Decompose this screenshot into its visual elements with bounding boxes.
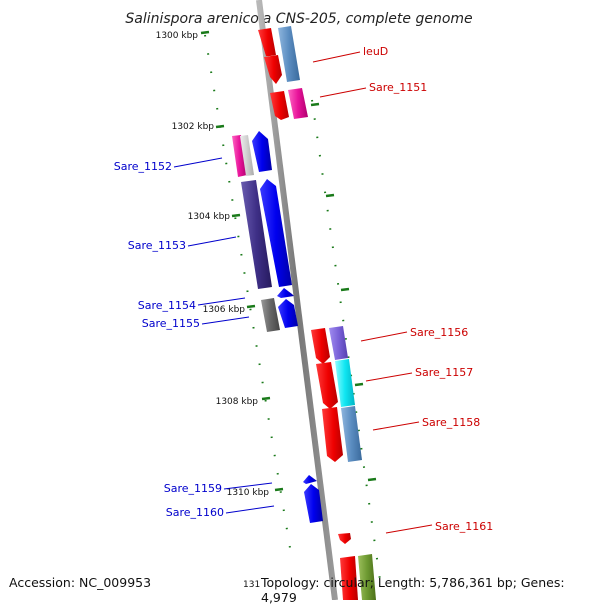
- gene-sare1158-red[interactable]: [322, 407, 343, 462]
- label-text: Sare_1161: [435, 520, 493, 533]
- gene-sare1157-cyan[interactable]: [335, 359, 355, 407]
- gene-leuD-red2[interactable]: [264, 55, 282, 84]
- tick-label: 1304 kbp: [188, 212, 231, 222]
- label-sare1157[interactable]: Sare_1157: [365, 366, 473, 382]
- label-sare1153[interactable]: Sare_1153: [128, 236, 237, 252]
- label-text: Sare_1155: [142, 317, 200, 330]
- gene-sare1152-pink[interactable]: [232, 135, 247, 177]
- label-text: Sare_1159: [164, 482, 222, 495]
- tick-1306: 1306 kbp: [203, 304, 256, 315]
- label-text: Sare_1160: [166, 506, 224, 519]
- gene-sare1159-blue[interactable]: [303, 475, 317, 484]
- tick-label: 1300 kbp: [156, 31, 199, 41]
- tick-1310: 1310 kbp: [227, 487, 284, 498]
- gene-sare1153-indigo[interactable]: [241, 180, 272, 289]
- gene-sare1156-purple[interactable]: [329, 326, 348, 360]
- gene-sare1161-red[interactable]: [338, 533, 351, 544]
- tick-label: 1302 kbp: [172, 122, 215, 132]
- gene-sare1154-blue[interactable]: [277, 288, 294, 298]
- gene-sare1151-pink[interactable]: [288, 88, 308, 119]
- label-text: Sare_1156: [410, 326, 468, 339]
- gene-bottom-red[interactable]: [340, 556, 358, 600]
- tick-1300: 1300 kbp: [156, 30, 210, 41]
- gene-sare1152-silver[interactable]: [240, 135, 254, 176]
- label-sare1152[interactable]: Sare_1152: [114, 157, 223, 173]
- label-sare1156[interactable]: Sare_1156: [360, 326, 468, 342]
- tick-1302: 1302 kbp: [172, 122, 225, 132]
- label-sare1160[interactable]: Sare_1160: [166, 505, 275, 519]
- topology-text: Topology: circular; Length: 5,786,361 bp…: [261, 575, 565, 605]
- gene-bottom-olive[interactable]: [358, 554, 376, 600]
- label-sare1161[interactable]: Sare_1161: [385, 520, 493, 534]
- label-sare1154[interactable]: Sare_1154: [138, 297, 246, 312]
- label-text: Sare_1157: [415, 366, 473, 379]
- label-text: Sare_1154: [138, 299, 196, 312]
- label-sare1159[interactable]: Sare_1159: [164, 482, 273, 495]
- label-leuD[interactable]: leuD: [312, 45, 388, 63]
- map-title: Salinispora arenicola CNS-205, complete …: [125, 11, 472, 27]
- label-sare1155[interactable]: Sare_1155: [142, 316, 250, 330]
- truncated-tick-label: 131: [243, 580, 261, 590]
- tick-label: 1306 kbp: [203, 305, 246, 315]
- tick-label: 1308 kbp: [216, 397, 259, 407]
- tick-1308: 1308 kbp: [216, 396, 271, 407]
- gene-sare1151-red[interactable]: [270, 91, 289, 120]
- label-sare1158[interactable]: Sare_1158: [372, 416, 480, 431]
- right-tick-marks: [310, 102, 377, 482]
- label-text: leuD: [363, 45, 388, 58]
- label-text: Sare_1152: [114, 160, 172, 173]
- label-sare1151[interactable]: Sare_1151: [319, 81, 427, 98]
- gene-sare1155-blue[interactable]: [278, 299, 298, 328]
- tick-1304: 1304 kbp: [188, 212, 241, 222]
- gene-sare1160-blue[interactable]: [304, 484, 323, 523]
- tick-label: 1310 kbp: [227, 488, 270, 498]
- accession-text: Accession: NC_009953: [9, 575, 152, 590]
- gene-sare1153-blue[interactable]: [260, 179, 292, 287]
- gene-sare1155-gray[interactable]: [261, 298, 280, 332]
- gene-sare1157-red[interactable]: [316, 362, 338, 409]
- label-text: Sare_1153: [128, 239, 186, 252]
- gene-sare1152-blue[interactable]: [252, 131, 272, 172]
- gene-sare1158-steel[interactable]: [341, 406, 362, 462]
- label-text: Sare_1151: [369, 81, 427, 94]
- gene-leuD-steel[interactable]: [278, 26, 300, 82]
- label-text: Sare_1158: [422, 416, 480, 429]
- gene-leuD-red[interactable]: [258, 28, 276, 56]
- gene-sare1156-red[interactable]: [311, 328, 330, 364]
